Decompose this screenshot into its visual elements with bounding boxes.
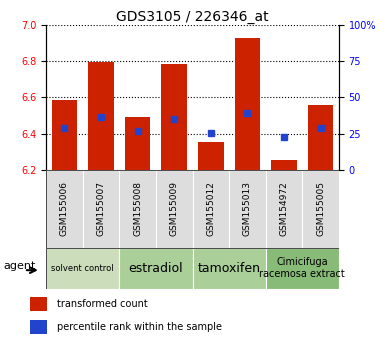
Text: tamoxifen: tamoxifen [198, 262, 261, 275]
Bar [125, 117, 151, 170]
Text: GSM155012: GSM155012 [206, 181, 215, 236]
Bar [46, 170, 83, 248]
Text: Cimicifuga
racemosa extract: Cimicifuga racemosa extract [259, 257, 345, 279]
Bar [192, 248, 266, 289]
Bar [302, 170, 339, 248]
Text: GSM154972: GSM154972 [280, 182, 288, 236]
Bar [156, 170, 192, 248]
Bar [119, 170, 156, 248]
Bar [234, 38, 260, 170]
Text: agent: agent [4, 261, 36, 271]
Text: GSM155007: GSM155007 [97, 181, 105, 236]
Text: solvent control: solvent control [52, 264, 114, 273]
Bar [52, 100, 77, 170]
Bar [83, 170, 119, 248]
Text: transformed count: transformed count [57, 299, 148, 309]
Bar [30, 297, 47, 312]
Bar [192, 170, 229, 248]
Text: GSM155013: GSM155013 [243, 181, 252, 236]
Text: GSM155009: GSM155009 [170, 181, 179, 236]
Text: GSM155006: GSM155006 [60, 181, 69, 236]
Bar [119, 248, 192, 289]
Bar [229, 170, 266, 248]
Title: GDS3105 / 226346_at: GDS3105 / 226346_at [116, 10, 269, 24]
Bar [161, 64, 187, 170]
Bar [266, 170, 302, 248]
Bar [30, 320, 47, 335]
Bar [88, 62, 114, 170]
Bar [198, 142, 224, 170]
Text: GSM155005: GSM155005 [316, 181, 325, 236]
Text: percentile rank within the sample: percentile rank within the sample [57, 322, 223, 332]
Bar [308, 105, 333, 170]
Text: estradiol: estradiol [129, 262, 183, 275]
Bar [266, 248, 339, 289]
Text: GSM155008: GSM155008 [133, 181, 142, 236]
Bar [271, 160, 297, 170]
Bar [46, 248, 119, 289]
